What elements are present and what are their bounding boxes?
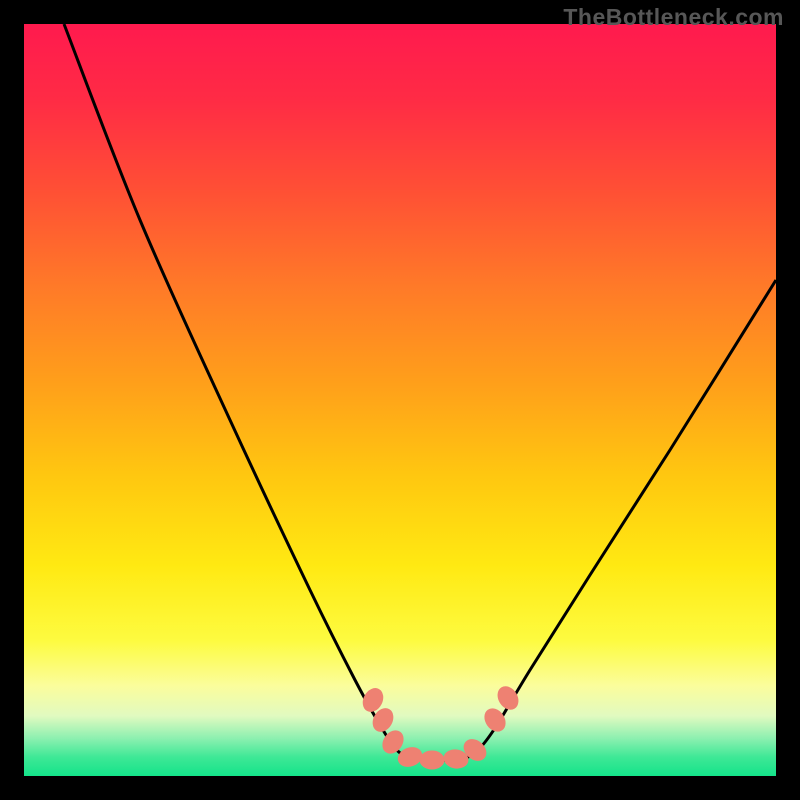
bottleneck-curve [64,24,776,760]
chart-svg [0,0,800,800]
curve-marker [420,751,444,769]
curve-markers [359,683,522,770]
chart-container: TheBottleneck.com [0,0,800,800]
watermark-text: TheBottleneck.com [563,4,784,31]
